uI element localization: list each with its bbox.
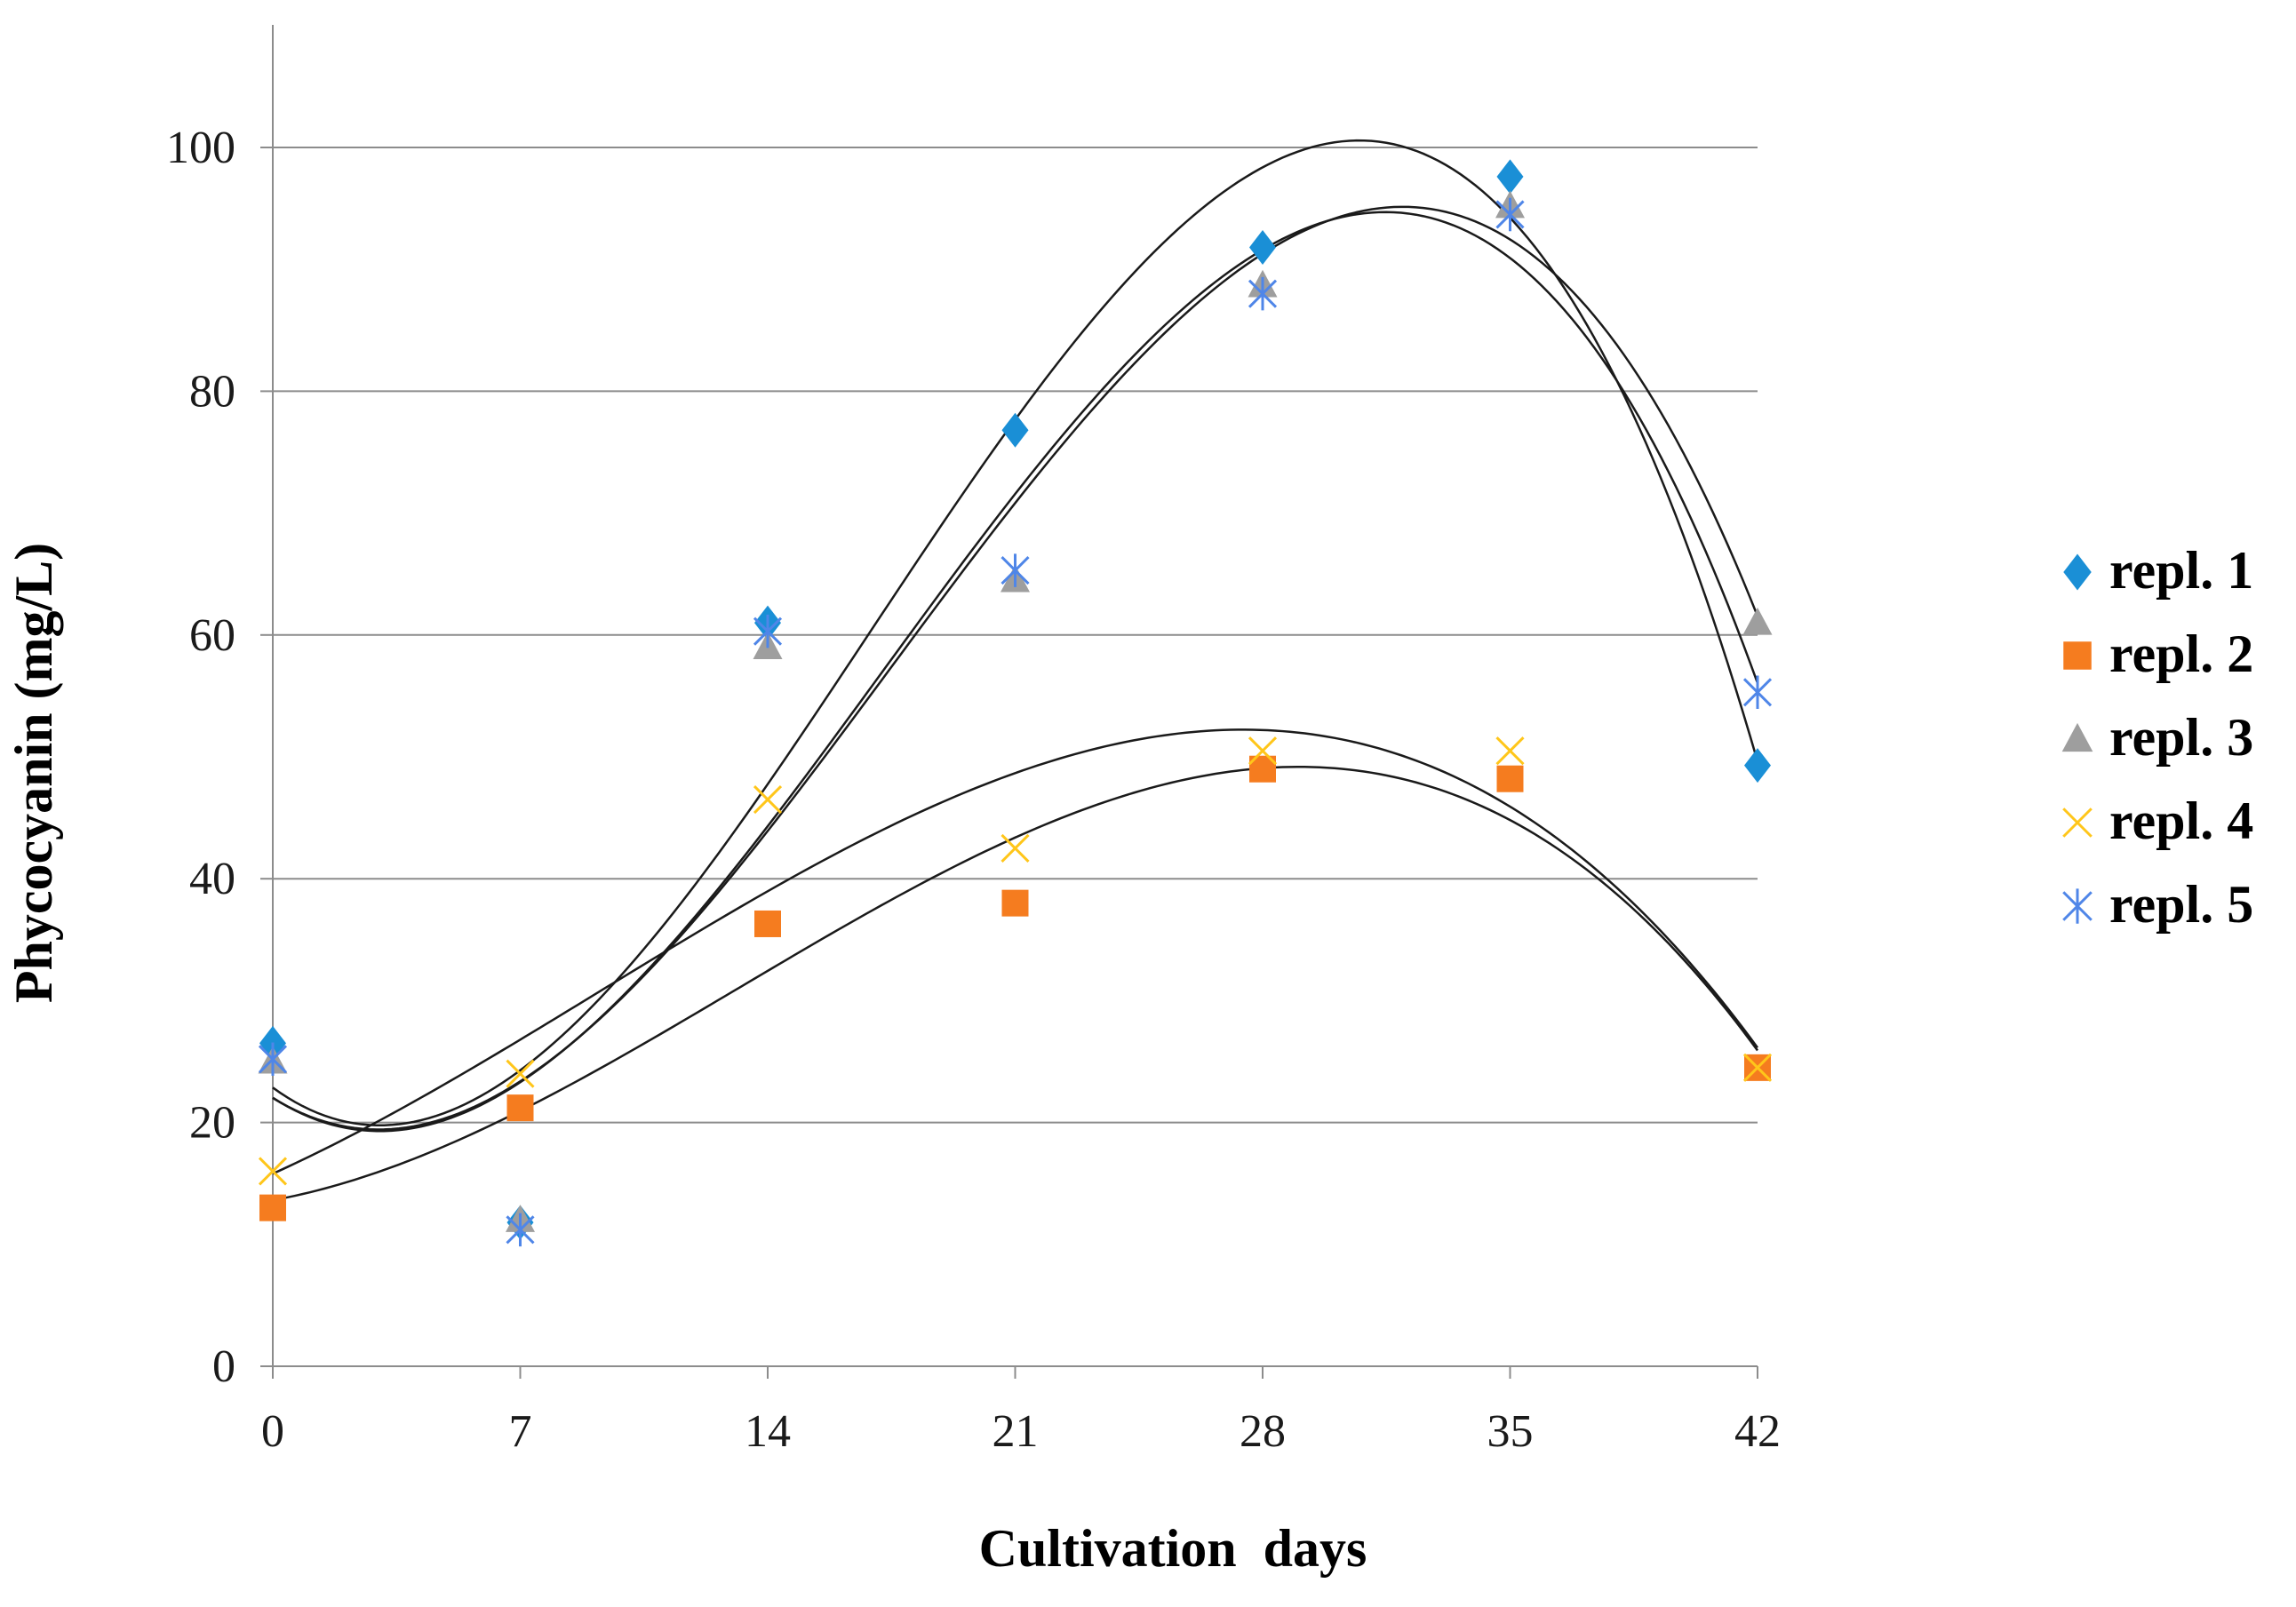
- legend-item[interactable]: repl. 1: [2063, 541, 2253, 600]
- gridlines: [273, 147, 1758, 1124]
- data-point: [1001, 412, 1029, 448]
- legend-marker: [2061, 722, 2093, 752]
- data-point: [1496, 765, 1524, 792]
- legend-marker: [2063, 641, 2092, 670]
- data-point: [1742, 1053, 1773, 1082]
- data-point: [1001, 833, 1030, 863]
- data-point: [1248, 736, 1278, 766]
- data-point: [754, 910, 781, 937]
- y-tick-label: 40: [189, 854, 235, 904]
- data-point: [1742, 607, 1773, 635]
- data-point: [1495, 736, 1525, 766]
- trendline-repl-1: [272, 139, 1759, 1127]
- data-point: [259, 1194, 286, 1221]
- y-tick-label: 20: [189, 1098, 235, 1149]
- x-tick-label: 21: [993, 1406, 1039, 1457]
- trendline-repl-2: [272, 765, 1759, 1202]
- data-point: [1001, 553, 1030, 587]
- y-tick-label: 100: [166, 123, 235, 173]
- axes: [272, 25, 1758, 1379]
- trendlines: [272, 139, 1759, 1202]
- trendline-repl-4: [272, 728, 1759, 1175]
- data-point: [753, 614, 783, 648]
- trendline-repl-3: [272, 205, 1759, 1131]
- legend-label: repl. 1: [2109, 541, 2253, 600]
- y-tick-label: 60: [189, 610, 235, 661]
- legend-label: repl. 4: [2109, 792, 2253, 850]
- x-tick-label: 14: [745, 1406, 791, 1457]
- x-axis-title: Cultivation days: [979, 1519, 1367, 1578]
- y-axis-title: Phycocyanin (mg/L): [4, 543, 63, 1003]
- legend-marker: [2062, 807, 2093, 838]
- legend-marker: [2062, 888, 2093, 924]
- legend[interactable]: repl. 1 repl. 2 repl. 3 repl. 4 repl. 5: [2061, 541, 2254, 934]
- legend-label: repl. 3: [2109, 708, 2253, 767]
- x-tick-label: 35: [1487, 1406, 1534, 1457]
- x-tick-label: 7: [509, 1406, 532, 1457]
- data-point: [1495, 197, 1525, 232]
- legend-label: repl. 2: [2109, 625, 2253, 683]
- data-point: [506, 1059, 535, 1088]
- data-point: [506, 1213, 535, 1247]
- trendline-repl-5: [272, 211, 1759, 1133]
- x-tick-label: 28: [1240, 1406, 1286, 1457]
- data-point: [1742, 675, 1773, 710]
- data-point: [258, 1157, 288, 1186]
- legend-item[interactable]: repl. 4: [2062, 792, 2253, 850]
- data-point: [1249, 230, 1276, 266]
- x-tick-label: 0: [261, 1406, 284, 1457]
- data-point: [1496, 159, 1524, 195]
- x-tick-label: 42: [1734, 1406, 1781, 1457]
- data-point: [1248, 276, 1278, 311]
- y-axis-ticks: 0 20 40 60 80 100: [166, 123, 273, 1392]
- data-point: [1001, 889, 1029, 917]
- data-point: [258, 1042, 288, 1077]
- legend-marker: [2063, 553, 2092, 591]
- data-points: [258, 159, 1773, 1247]
- x-axis-ticks: 0 7 14 21 28 35 42: [261, 1366, 1781, 1457]
- data-point: [1744, 748, 1771, 784]
- legend-item[interactable]: repl. 2: [2063, 625, 2253, 683]
- data-point: [506, 1094, 534, 1122]
- y-tick-label: 0: [212, 1341, 235, 1392]
- legend-item[interactable]: repl. 5: [2062, 875, 2253, 934]
- y-tick-label: 80: [189, 366, 235, 417]
- legend-item[interactable]: repl. 3: [2061, 708, 2254, 767]
- legend-label: repl. 5: [2109, 875, 2253, 934]
- data-point: [753, 784, 783, 815]
